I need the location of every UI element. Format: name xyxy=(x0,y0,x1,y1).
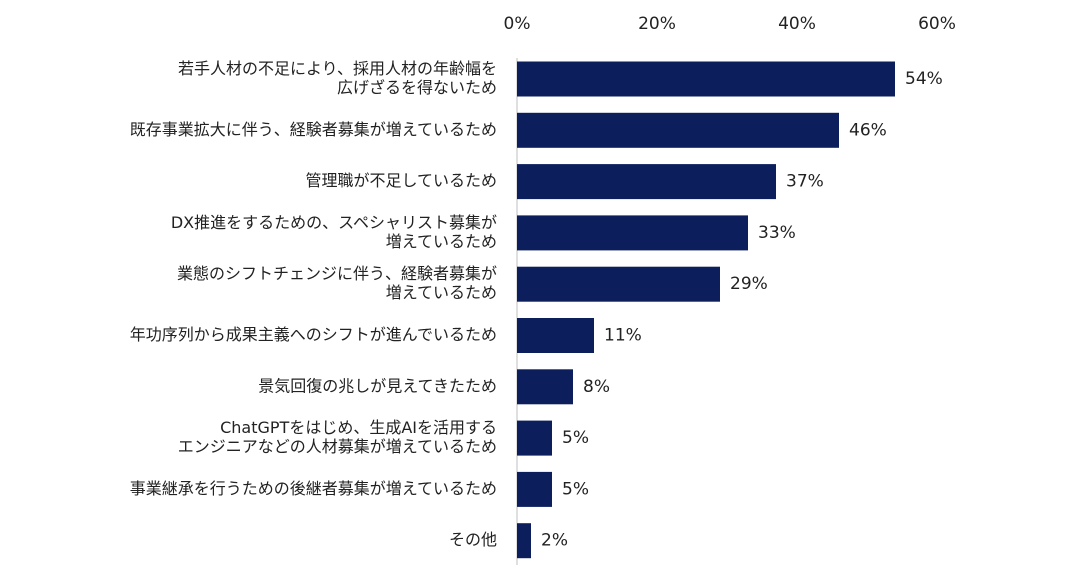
bar xyxy=(517,369,573,405)
category-label: 既存事業拡大に伴う、経験者募集が増えているため xyxy=(130,120,497,139)
data-label: 8% xyxy=(583,377,610,397)
category-label: 若手人材の不足により、採用人材の年齢幅を xyxy=(178,59,497,78)
data-labels: 54% 46% 37% 33% 29% 11% 8% 5% 5% 2% xyxy=(541,69,943,551)
category-label: 増えているため xyxy=(386,232,497,251)
category-label: 増えているため xyxy=(386,283,497,302)
bar xyxy=(517,266,720,302)
x-tick-label: 40% xyxy=(778,14,816,34)
category-label: 景気回復の兆しが見えてきたため xyxy=(258,376,497,395)
bar xyxy=(517,420,552,456)
category-label: その他 xyxy=(449,530,497,549)
data-label: 2% xyxy=(541,531,568,551)
x-tick-label: 0% xyxy=(504,14,531,34)
data-label: 5% xyxy=(562,479,589,499)
category-label: 管理職が不足しているため xyxy=(305,171,497,190)
category-label: 広げざるを得ないため xyxy=(337,78,497,97)
data-label: 29% xyxy=(730,274,768,294)
bar xyxy=(517,523,531,559)
bar xyxy=(517,471,552,507)
bar xyxy=(517,61,895,97)
bar xyxy=(517,215,748,251)
data-label: 11% xyxy=(604,326,642,346)
category-label: エンジニアなどの人材募集が増えているため xyxy=(178,437,497,456)
data-label: 37% xyxy=(786,172,824,192)
data-label: 46% xyxy=(849,120,887,140)
x-tick-label: 20% xyxy=(638,14,676,34)
x-tick-label: 60% xyxy=(918,14,956,34)
category-labels: 若手人材の不足により、採用人材の年齢幅を広げざるを得ないため既存事業拡大に伴う、… xyxy=(130,59,497,549)
bar xyxy=(517,164,776,200)
category-label: 年功序列から成果主義へのシフトが進んでいるため xyxy=(130,325,497,344)
category-label: 事業継承を行うための後継者募集が増えているため xyxy=(130,479,497,498)
bar xyxy=(517,112,839,148)
data-label: 33% xyxy=(758,223,796,243)
category-label: DX推進をするための、スペシャリスト募集が xyxy=(171,213,497,232)
category-label: ChatGPTをはじめ、生成AIを活用する xyxy=(220,418,497,437)
data-label: 54% xyxy=(905,69,943,89)
bars-group xyxy=(517,61,895,559)
category-label: 業態のシフトチェンジに伴う、経験者募集が xyxy=(177,264,497,283)
data-label: 5% xyxy=(562,428,589,448)
x-axis-ticks: 0% 20% 40% 60% xyxy=(504,14,956,34)
bar xyxy=(517,318,594,353)
